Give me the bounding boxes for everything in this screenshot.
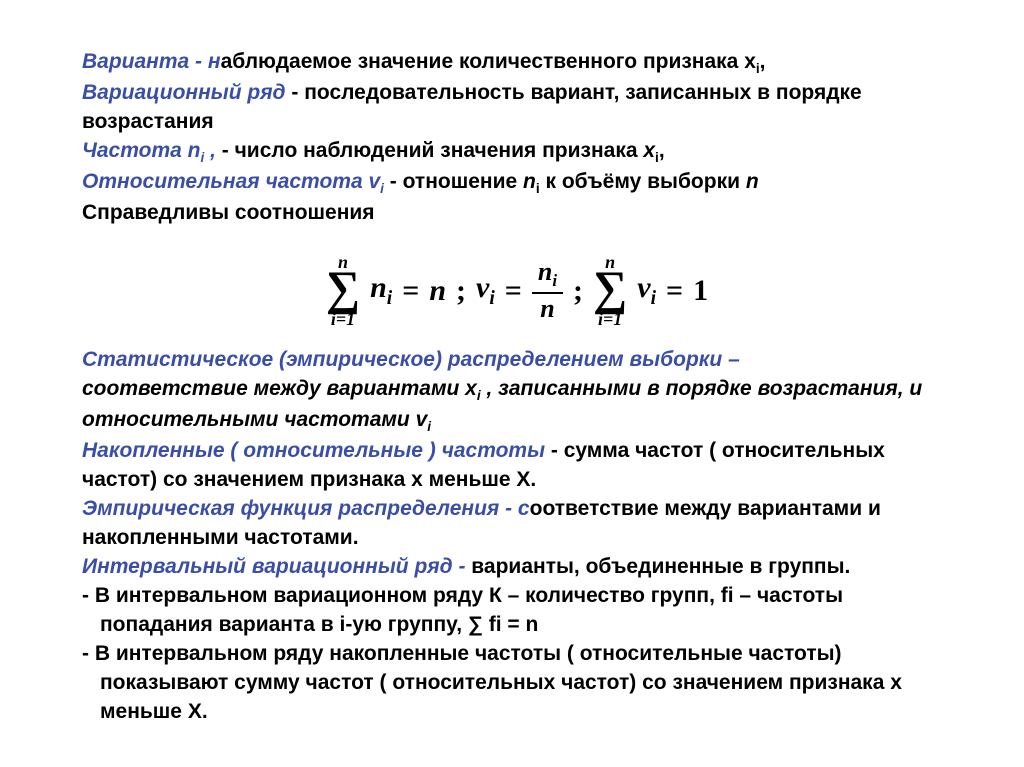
term-interval: Интервальный вариационный ряд - [82,555,471,578]
sigma-icon: ∑ [593,269,627,310]
n-i: n [523,170,536,193]
text: к объёму выборки [540,170,746,193]
term-otn-chastota: Относительная частота vi [82,170,384,193]
semi: ; [456,270,466,311]
term-nakoplennye: Накопленные ( относительные ) частоты [82,439,545,462]
eq: = [402,270,419,311]
text: аблюдаемое значение количественного приз… [221,50,756,73]
para-interval-nakop: - В интервальном ряду накопленные частот… [82,640,952,727]
sigma-icon: ∑ [326,269,360,310]
para-otn-chastota: Относительная частота vi - отношение ni … [82,168,952,199]
term-chastota: Частота ni , [82,139,222,162]
text: варианты, объединенные в группы. [471,555,850,578]
eq: = [505,270,522,311]
para-empir-func: Эмпирическая функция распределения - соо… [82,495,952,553]
para-interval-k: - В интервальном вариационном ряду К – к… [82,582,952,640]
x-i: х [643,139,655,162]
term-var-ryad: Вариационный ряд [82,81,286,104]
text: - отношение [384,170,523,193]
formula-block: n ∑ i=1 ni = n; vi = ni n ; n ∑ i=1 vi =… [82,238,952,328]
term-empir-func: Эмпирическая функция распределения - с [82,497,530,520]
para-chastota: Частота ni , - число наблюдений значения… [82,137,952,168]
slide-content: Варианта - наблюдаемое значение количест… [0,0,1024,767]
sigma-2: n ∑ i=1 [593,253,627,328]
v-i: vi [476,267,495,313]
term-stat-raspred: Статистическое (эмпирическое) распределе… [82,348,740,371]
n: n [429,270,446,311]
para-nakoplennye: Накопленные ( относительные ) частоты - … [82,437,952,495]
text: , [659,139,665,162]
para-var-ryad: Вариационный ряд - последовательность ва… [82,79,952,137]
para-varianta: Варианта - наблюдаемое значение количест… [82,48,952,79]
semi: ; [573,270,583,311]
para-spravedlivy: Справедливы соотношения [82,199,952,228]
para-stat-raspred: Статистическое (эмпирическое) распределе… [82,346,952,375]
v-i: vi [637,267,656,313]
text: , [760,50,766,73]
n: n [746,170,759,193]
para-interval: Интервальный вариационный ряд - варианты… [82,553,952,582]
fraction: ni n [532,259,563,322]
eq: = [666,270,683,311]
para-sootvetstvie: соответствие между вариантами хi , запис… [82,375,952,437]
n-i: ni [370,267,392,313]
text: - число наблюдений значения признака [222,139,644,162]
sigma-1: n ∑ i=1 [326,253,360,328]
term-varianta: Варианта - н [82,50,221,73]
one: 1 [693,270,708,311]
